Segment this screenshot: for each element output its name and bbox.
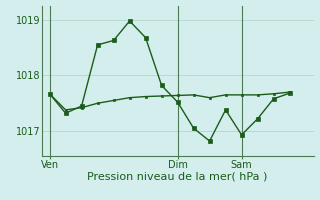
X-axis label: Pression niveau de la mer( hPa ): Pression niveau de la mer( hPa ) [87,172,268,182]
